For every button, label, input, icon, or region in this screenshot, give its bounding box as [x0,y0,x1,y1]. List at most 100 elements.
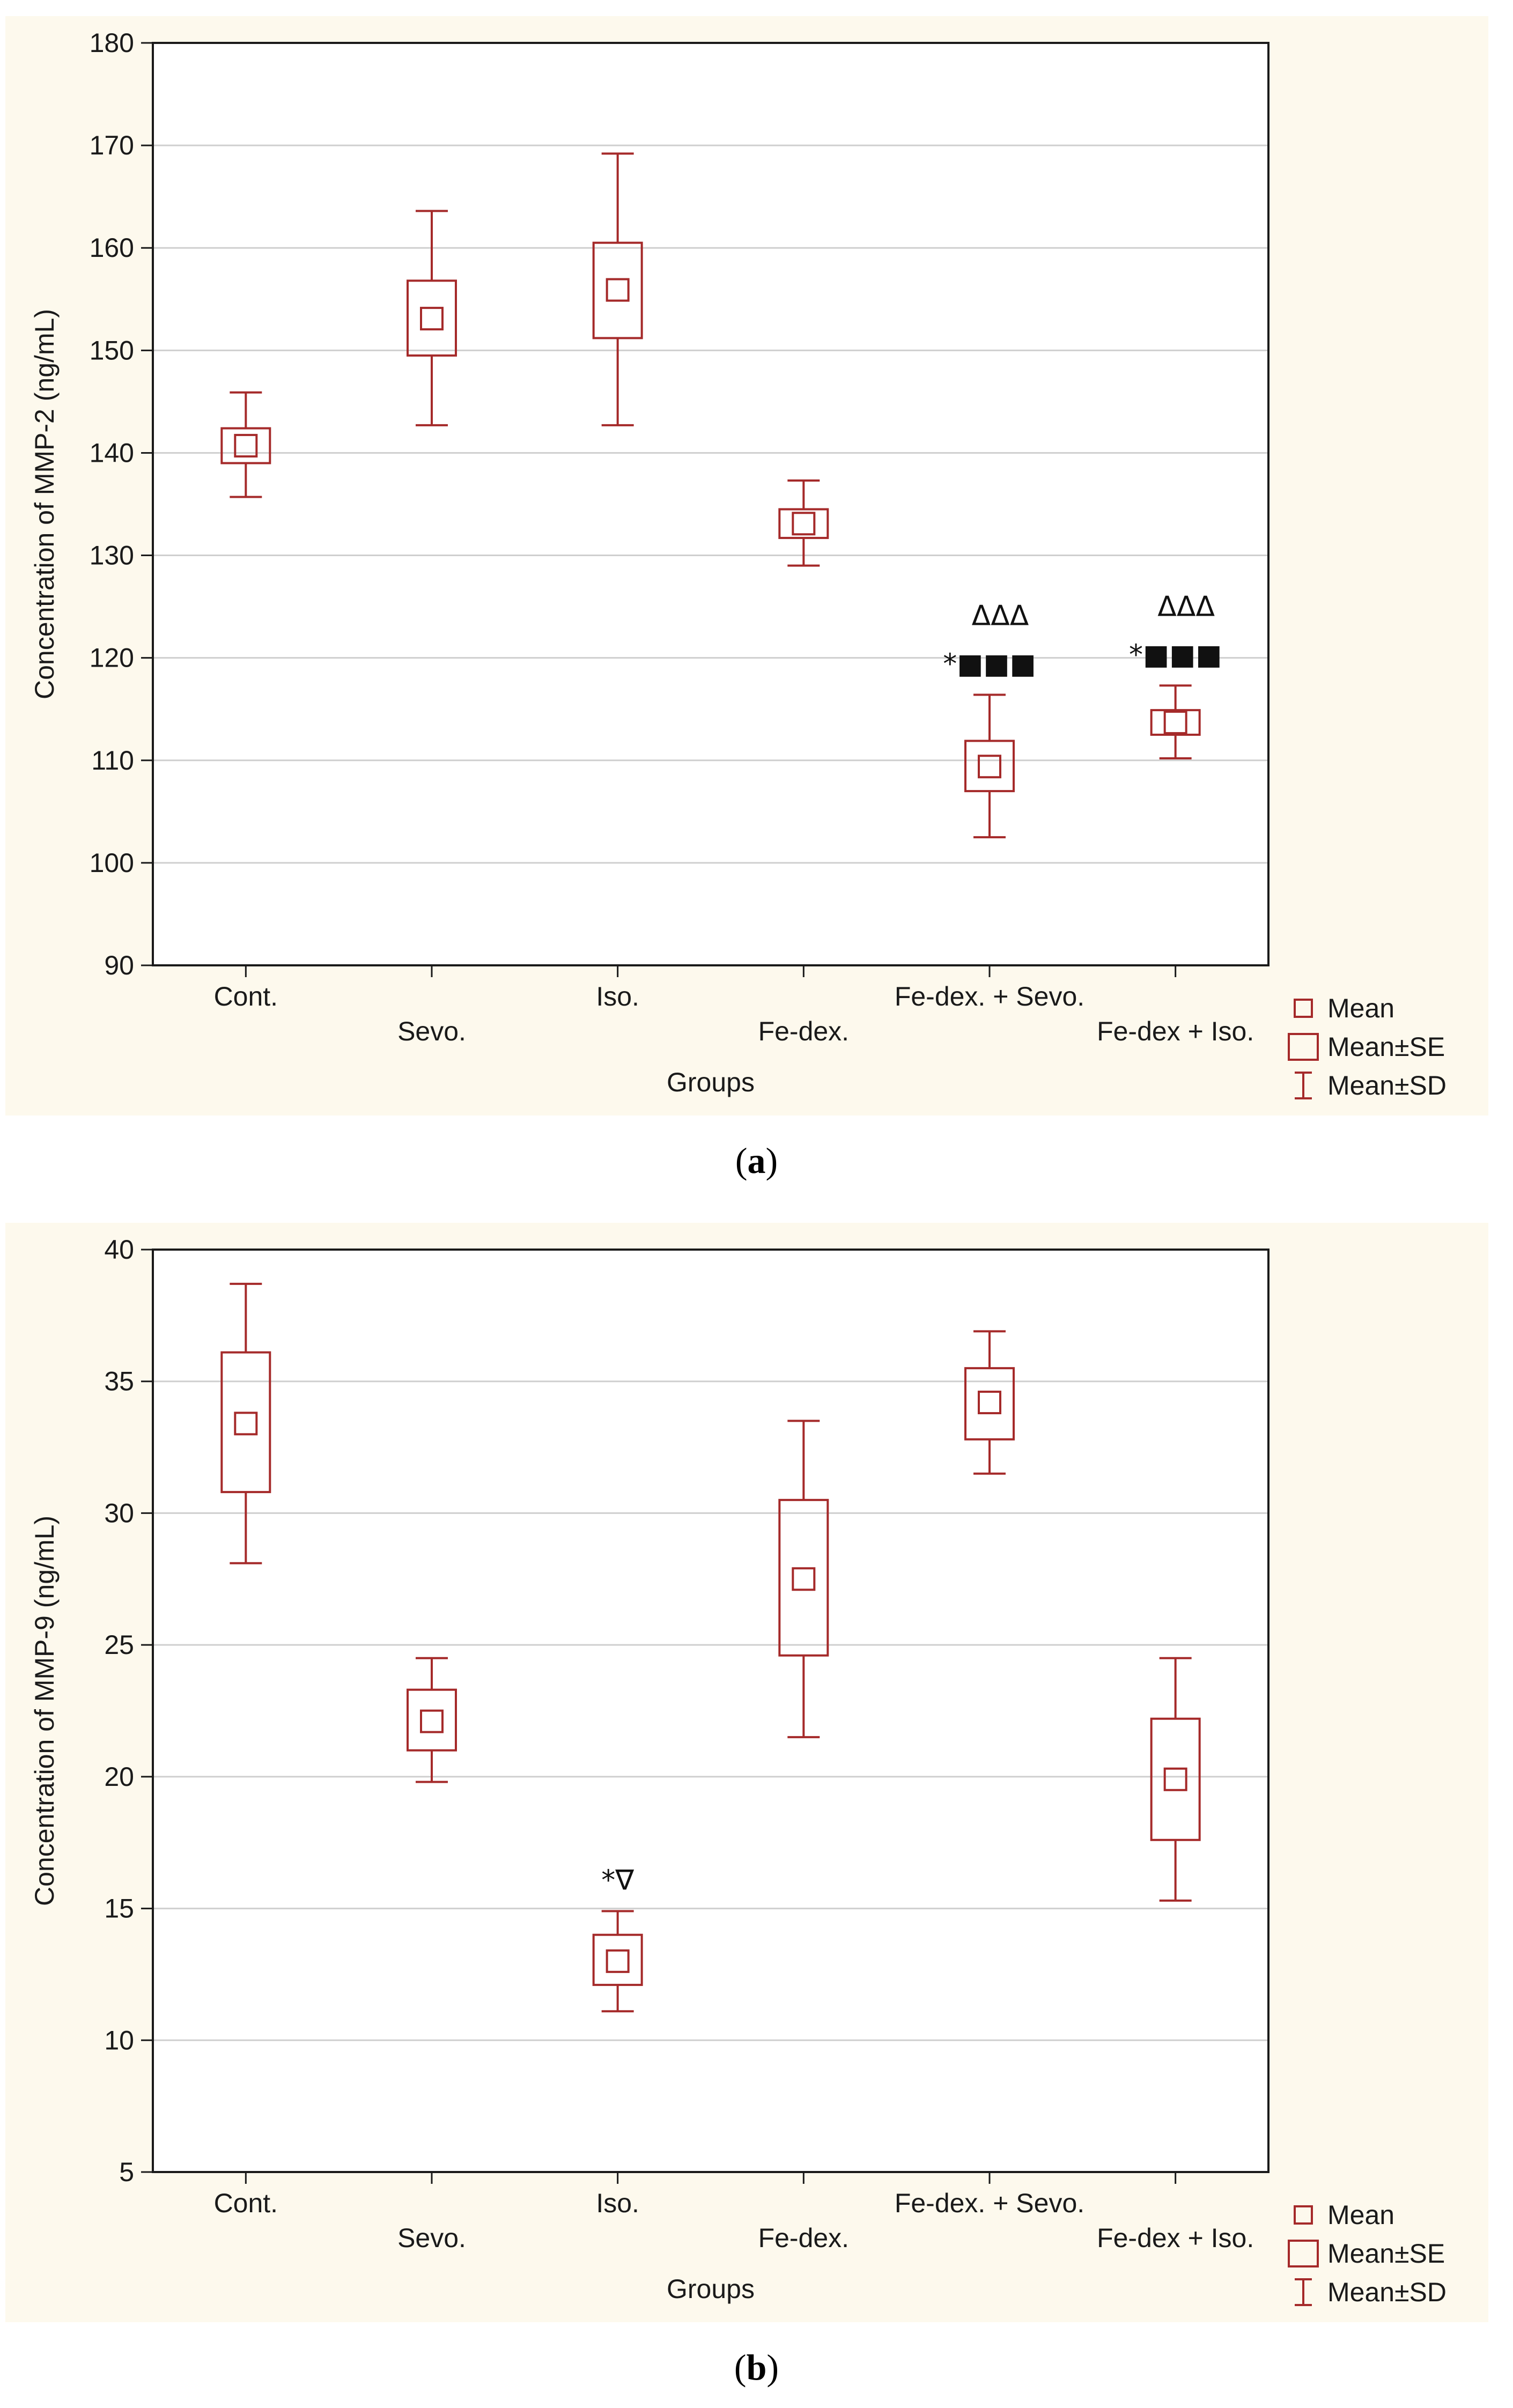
chart-b-ytick-label: 15 [104,1894,134,1924]
chart-a-ytick-label: 110 [91,745,134,775]
se-box [407,279,457,357]
chart-b-plot-area [153,1250,1268,2172]
chart-b-group-6 [1150,1657,1201,1902]
mean-marker [1163,711,1187,735]
se-box [220,1351,271,1494]
chart-b-ytick-label: 5 [119,2157,134,2187]
chart-a-ytick-label: 180 [90,28,134,58]
chart-a-frame [152,42,1270,966]
chart-a-legend-item-3: Mean±SD [1295,1070,1446,1100]
mean-marker [1163,1767,1187,1791]
chart-a-annotation-2-line1: ΔΔΔ [1157,590,1215,623]
chart-b-frame [152,1249,1270,2173]
chart-b-xtick-label: Cont. [214,2188,278,2218]
chart-b-yaxis-title: Concentration of MMP-9 (ng/mL) [29,1516,60,1906]
chart-b-ytick-label: 35 [104,1366,134,1397]
legend-label: Mean±SE [1327,2239,1445,2269]
chart-b-annotation-1-line2: *∇ [601,1864,634,1896]
chart-a-group-2 [407,210,457,426]
mmp9-chart: 5 10 15 20 25 30 35 40 Cont. Sevo. Iso. Fe-dex. Fe-d… [5,1223,1488,2322]
se-box [964,740,1015,793]
chart-b-xtick-label: Fe-dex. [758,2223,850,2253]
chart-b-legend-item-1: Mean [1294,2200,1394,2230]
legend-mean-swatch [1294,999,1313,1018]
se-box [592,1933,643,1986]
chart-a-ytick-label: 170 [90,130,134,160]
chart-b-xtick-label: Fe-dex. + Sevo. [895,2188,1084,2218]
chart-a-annotation-2-line2: *■■■ [1129,639,1222,671]
mean-marker [234,1412,258,1436]
caption-b: (b) [734,2347,779,2388]
chart-b-xaxis-title: Groups [667,2274,755,2304]
chart-b-group-5 [964,1330,1015,1475]
legend-label: Mean±SD [1327,2277,1446,2307]
chart-a-annotation-1-line1: ΔΔΔ [972,600,1029,632]
chart-b-xtick-label: Iso. [596,2188,639,2218]
legend-label: Mean [1327,2200,1394,2230]
chart-b-ytick-label: 20 [104,1762,134,1792]
chart-a-ytick-label: 100 [90,848,134,878]
se-box [1150,1717,1201,1841]
mean-marker [420,1709,444,1733]
mean-marker [978,1391,1001,1415]
chart-a-xtick-label: Fe-dex. + Sevo. [895,981,1084,1011]
caption-a: (a) [735,1140,778,1181]
legend-label: Mean±SE [1327,1032,1445,1062]
se-box [778,1498,829,1657]
mean-marker [420,307,444,331]
chart-panel-b: 5 10 15 20 25 30 35 40 Cont. Sevo. Iso. Fe-dex. Fe-d… [0,1207,1513,2397]
caption-b-label: b [746,2347,767,2388]
chart-a-group-1 [220,391,271,498]
chart-a-xtick-label: Sevo. [397,1016,466,1046]
mean-marker [234,434,258,458]
chart-a-xtick-label: Fe-dex + Iso. [1097,1016,1254,1046]
se-box [964,1367,1015,1441]
chart-a-group-6 [1150,684,1201,759]
chart-a-plot-area [153,43,1268,965]
chart-b-xtick-label: Fe-dex + Iso. [1097,2223,1254,2253]
caption-a-label: a [747,1140,766,1181]
legend-se-swatch [1288,2240,1319,2267]
chart-b-group-1 [220,1282,271,1564]
chart-a-xtick-label: Fe-dex. [758,1016,850,1046]
chart-b-legend-item-3: Mean±SD [1295,2277,1446,2307]
se-box [220,427,271,464]
chart-a-legend-item-2: Mean±SE [1288,1032,1445,1062]
chart-a-ytick-label: 90 [104,950,134,980]
mean-marker [978,755,1001,779]
chart-b-legend-item-2: Mean±SE [1288,2239,1445,2269]
chart-b-ytick-label: 25 [104,1630,134,1660]
chart-panel-a: 90 100 110 120 130 140 150 160 170 180 Cont. Sevo. I… [0,0,1513,1191]
chart-a-ytick-label: 160 [90,233,134,263]
chart-a-ytick-label: 130 [90,541,134,571]
legend-label: Mean [1327,993,1394,1023]
chart-a-group-4 [778,479,829,567]
mmp2-chart: 90 100 110 120 130 140 150 160 170 180 Cont. Sevo. I… [5,16,1488,1116]
mean-marker [606,1949,630,1973]
chart-a-xtick-label: Cont. [214,981,278,1011]
se-box [407,1688,457,1752]
chart-a-xaxis-title: Groups [667,1067,755,1097]
legend-mean-swatch [1294,2205,1313,2225]
chart-b-group-4 [778,1420,829,1739]
chart-a-ytick-label: 150 [90,335,134,365]
se-box [592,241,643,339]
chart-b-group-3 [592,1910,643,2013]
chart-a-legend-item-1: Mean [1294,993,1394,1023]
chart-b-ytick-label: 30 [104,1498,134,1528]
mean-marker [792,512,816,536]
se-box [778,508,829,540]
mean-marker [606,278,630,302]
chart-a-group-3 [592,152,643,426]
chart-a-yaxis-title: Concentration of MMP-2 (ng/mL) [29,309,60,699]
chart-a-annotation-1-line2: *■■■ [943,648,1036,680]
chart-b-xtick-label: Sevo. [397,2223,466,2253]
legend-label: Mean±SD [1327,1070,1446,1100]
chart-a-xtick-label: Iso. [596,981,639,1011]
chart-a-ytick-label: 120 [90,643,134,673]
chart-a-ytick-label: 140 [90,438,134,468]
mean-marker [792,1567,816,1591]
chart-b-group-2 [407,1657,457,1783]
chart-a-group-5 [964,693,1015,839]
chart-b-ytick-label: 10 [104,2025,134,2055]
